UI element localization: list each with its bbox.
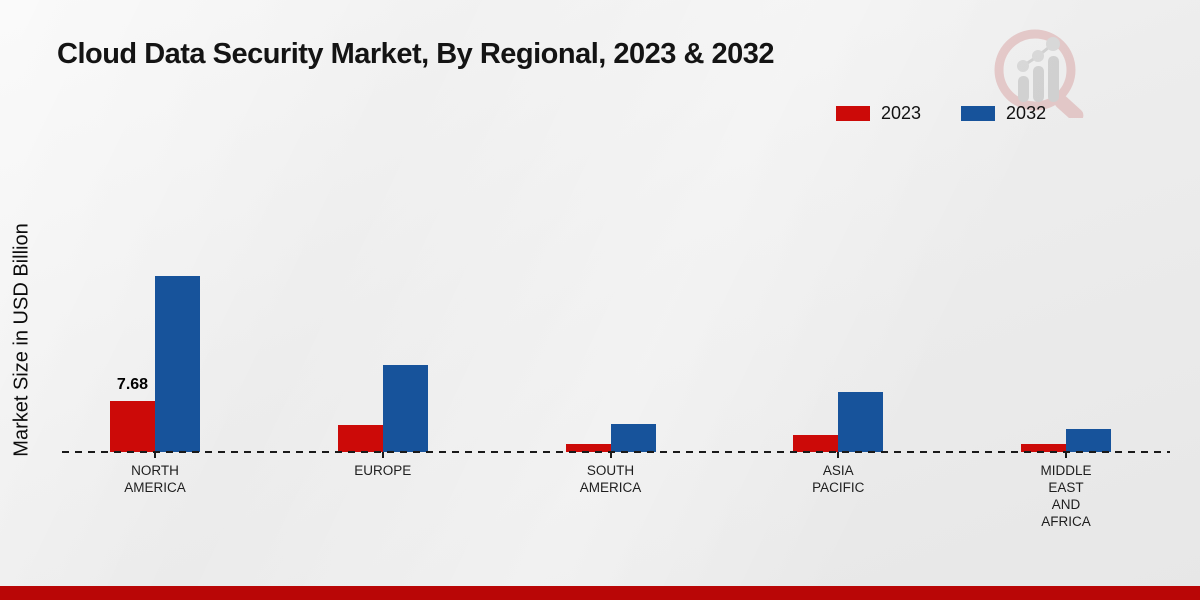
bar-2032-north-america [155, 276, 200, 452]
bar-2023-middle-east-and-africa [1021, 444, 1066, 452]
legend-swatch-2032 [961, 106, 996, 121]
axis-tick [837, 452, 840, 458]
category-label: ASIA PACIFIC [812, 463, 865, 495]
bar-2032-south-america [610, 424, 656, 452]
axis-tick [609, 452, 612, 458]
bar-value-label: 7.68 [116, 376, 149, 393]
bar-2032-asia-pacific [838, 392, 884, 452]
category-label: SOUTH AMERICA [579, 463, 642, 495]
footer-accent-bar [0, 586, 1200, 600]
axis-tick [381, 452, 384, 458]
category-label: MIDDLE EAST AND AFRICA [1040, 463, 1092, 529]
bar-2023-europe [337, 425, 383, 452]
brand-logo [985, 28, 1105, 123]
chart-title: Cloud Data Security Market, By Regional,… [57, 38, 775, 70]
legend: 2023 2032 [836, 103, 1046, 124]
bar-2023-asia-pacific [793, 435, 839, 452]
bar-2023-north-america [110, 401, 155, 452]
axis-tick [154, 452, 156, 458]
legend-label-2032: 2032 [1006, 103, 1047, 123]
legend-swatch-2023 [836, 106, 870, 121]
category-label: NORTH AMERICA [124, 463, 186, 495]
magnifier-chart-icon [994, 29, 1084, 123]
bar-2032-europe [382, 365, 428, 452]
bar-2023-south-america [565, 444, 611, 452]
axis-tick [1065, 452, 1067, 458]
category-label: EUROPE [354, 463, 412, 478]
bar-2032-middle-east-and-africa [1066, 429, 1111, 452]
x-axis-baseline [62, 451, 1170, 453]
legend-item-2023: 2023 [836, 103, 921, 124]
legend-item-2032: 2032 [961, 103, 1046, 124]
legend-label-2023: 2023 [881, 103, 922, 123]
